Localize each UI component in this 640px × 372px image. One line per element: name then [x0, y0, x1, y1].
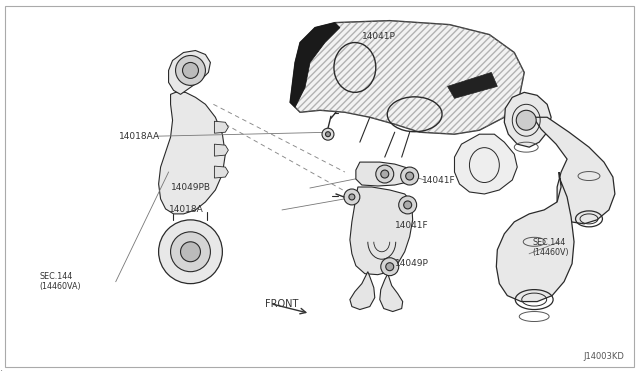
- Circle shape: [386, 263, 394, 271]
- Polygon shape: [447, 73, 497, 98]
- Polygon shape: [350, 272, 375, 310]
- Circle shape: [180, 242, 200, 262]
- Circle shape: [401, 167, 419, 185]
- Polygon shape: [454, 134, 517, 194]
- Circle shape: [381, 258, 399, 276]
- Polygon shape: [350, 187, 413, 275]
- Polygon shape: [214, 166, 228, 178]
- Circle shape: [381, 170, 388, 178]
- Text: 14041P: 14041P: [362, 32, 396, 41]
- Polygon shape: [533, 117, 615, 224]
- Polygon shape: [168, 51, 211, 94]
- Text: 14041F: 14041F: [395, 221, 428, 230]
- Text: SEC.144
(14460VA): SEC.144 (14460VA): [39, 272, 81, 291]
- Circle shape: [516, 110, 536, 130]
- Text: 14018AA: 14018AA: [119, 132, 160, 141]
- Circle shape: [171, 232, 211, 272]
- Circle shape: [159, 220, 222, 283]
- Circle shape: [322, 128, 334, 140]
- Polygon shape: [356, 162, 412, 186]
- Text: 14049P: 14049P: [395, 259, 429, 268]
- Polygon shape: [214, 144, 228, 156]
- Circle shape: [326, 132, 330, 137]
- Circle shape: [399, 196, 417, 214]
- Circle shape: [406, 172, 413, 180]
- Polygon shape: [290, 20, 524, 134]
- Circle shape: [404, 201, 412, 209]
- Circle shape: [349, 194, 355, 200]
- Text: 14018A: 14018A: [168, 205, 204, 214]
- Circle shape: [175, 55, 205, 86]
- Text: 14041F: 14041F: [422, 176, 455, 185]
- Text: SEC.144
(14460V): SEC.144 (14460V): [532, 238, 569, 257]
- Polygon shape: [214, 121, 228, 133]
- Polygon shape: [380, 274, 403, 311]
- Polygon shape: [159, 92, 225, 214]
- Polygon shape: [290, 23, 340, 107]
- Circle shape: [376, 165, 394, 183]
- Text: J14003KD: J14003KD: [583, 352, 624, 361]
- Circle shape: [344, 189, 360, 205]
- Text: FRONT: FRONT: [265, 299, 299, 308]
- Polygon shape: [497, 172, 574, 302]
- Polygon shape: [504, 92, 551, 147]
- Text: 14049PB: 14049PB: [171, 183, 211, 192]
- Circle shape: [182, 62, 198, 78]
